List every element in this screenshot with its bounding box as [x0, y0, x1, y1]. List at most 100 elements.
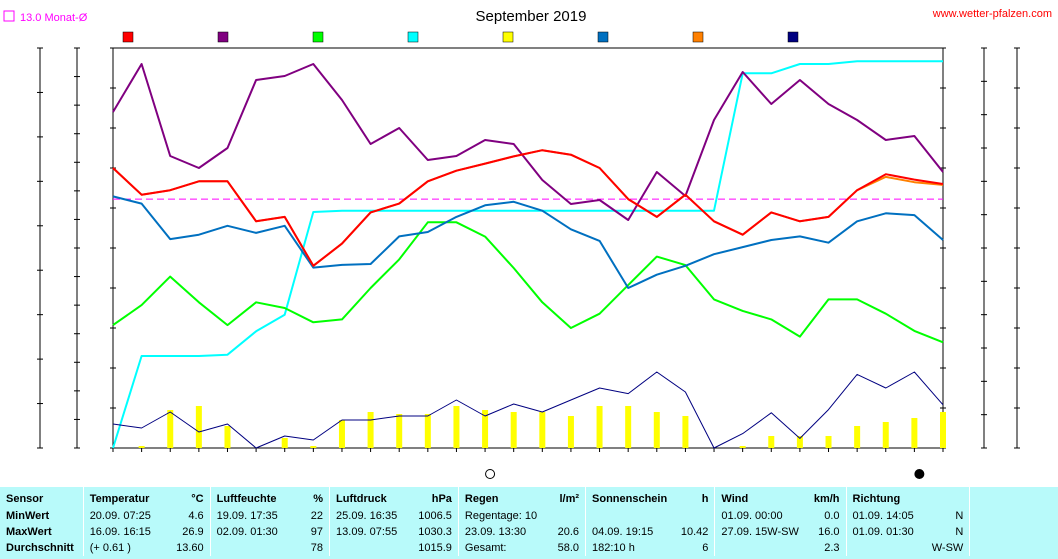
wind-value: 16.0 [818, 526, 840, 538]
legend [122, 31, 799, 43]
plot-frame [112, 47, 944, 449]
stats-spacer [969, 540, 1058, 556]
day-markers [485, 469, 925, 479]
hdr-temp-unit: °C [191, 493, 204, 505]
sun-value: 6 [702, 542, 709, 554]
press-value: 1006.5 [418, 510, 452, 522]
sun-value [673, 508, 715, 524]
stats-spacer [969, 508, 1058, 524]
rain-time: 23.09. 13:30 [457, 524, 548, 540]
new-moon-icon [914, 469, 925, 479]
wind-time: 01.09. 00:00 [714, 508, 805, 524]
stats-spacer [969, 524, 1058, 540]
press-time [329, 540, 410, 556]
series-lines [112, 60, 944, 449]
sun-value: 10.42 [680, 526, 709, 538]
legend-swatch [597, 31, 609, 43]
hdr-rain-unit: l/m² [559, 493, 580, 505]
sunshine-bar [424, 414, 431, 448]
dir-time: 01.09. 14:05 [845, 508, 926, 524]
hdr-wind: Wind [714, 487, 805, 508]
hdr-temp: Temperatur [82, 487, 169, 508]
sunshine-bar [653, 412, 660, 448]
wind-time: 27.09. 15W-SW [714, 524, 805, 540]
statistics-table: Sensor Temperatur °C Luftfeuchte % Luftd… [0, 487, 1058, 556]
sun-time: 04.09. 19:15 [585, 524, 674, 540]
sunshine-bar [482, 410, 489, 448]
hdr-dir: Richtung [845, 487, 926, 508]
sunshine-bar [739, 446, 746, 448]
sun-time [585, 508, 674, 524]
sunshine-bar [453, 406, 460, 448]
series-line-regen [112, 60, 943, 449]
sunshine-bar [281, 438, 288, 448]
temp-time: 16.09. 16:15 [82, 524, 169, 540]
stats-row-max: MaxWert 16.09. 16:15 26.9 02.09. 01:30 9… [0, 524, 1058, 540]
dir-time [845, 540, 926, 556]
press-value: 1030.3 [418, 526, 452, 538]
temp-value: 13.60 [176, 542, 204, 554]
rain-value [547, 508, 585, 524]
temp-value: 26.9 [182, 526, 204, 538]
hum-value: 97 [310, 526, 324, 538]
temp-delta: (+ 0.61 ) [82, 540, 169, 556]
sunshine-bar [625, 406, 632, 448]
series-line-windchill [112, 149, 944, 267]
hdr-press: Luftdruck [329, 487, 410, 508]
legend-swatch [407, 31, 419, 43]
hdr-sun-unit: h [701, 493, 709, 505]
sunshine-bar [310, 446, 317, 448]
wind-time [714, 540, 805, 556]
sunshine-bar [825, 436, 832, 448]
rain-value: 20.6 [557, 526, 580, 538]
stats-spacer [969, 487, 1058, 508]
row-label: MaxWert [6, 526, 52, 538]
dir-time: 01.09. 01:30 [845, 524, 926, 540]
dir-value: N [955, 526, 964, 538]
sunshine-bar [367, 412, 374, 448]
hdr-dir-value [926, 487, 970, 508]
chart-title: September 2019 [476, 8, 587, 25]
sunshine-bar [596, 406, 603, 448]
rain-text: Regentage: 10 [457, 508, 548, 524]
sunshine-bar [682, 416, 689, 448]
weather-chart: September 2019 www.wetter-pfalzen.com 13… [3, 8, 1052, 479]
watermark: www.wetter-pfalzen.com [932, 8, 1052, 20]
temp-value: 4.6 [188, 510, 204, 522]
series-line-taupunkt [112, 195, 944, 289]
hum-value: 78 [310, 542, 324, 554]
sunshine-bar [796, 436, 803, 448]
rain-text: Gesamt: [457, 540, 548, 556]
press-time: 25.09. 16:35 [329, 508, 410, 524]
row-label: Durchschnitt [6, 542, 74, 554]
row-label: MinWert [6, 510, 50, 522]
sun-total: 182:10 h [585, 540, 674, 556]
sunshine-bar [882, 422, 889, 448]
wind-value: 2.3 [824, 542, 840, 554]
legend-swatch [692, 31, 704, 43]
sunshine-bars [138, 406, 946, 448]
statistics-panel: Sensor Temperatur °C Luftfeuchte % Luftd… [0, 487, 1058, 559]
legend-swatch [122, 31, 134, 43]
sunshine-bar [138, 446, 145, 448]
legend-swatch [312, 31, 324, 43]
hdr-hum-unit: % [313, 493, 324, 505]
hdr-sensor: Sensor [6, 493, 44, 505]
sunshine-bar [396, 414, 403, 448]
legend-swatch [217, 31, 229, 43]
dir-value: N [955, 510, 964, 522]
hdr-press-unit: hPa [431, 493, 452, 505]
hdr-rain: Regen [457, 487, 548, 508]
rain-value: 58.0 [557, 542, 580, 554]
press-time: 13.09. 07:55 [329, 524, 410, 540]
sunshine-bar [195, 406, 202, 448]
hum-time: 02.09. 01:30 [209, 524, 301, 540]
stats-header-row: Sensor Temperatur °C Luftfeuchte % Luftd… [0, 487, 1058, 508]
legend-swatch [502, 31, 514, 43]
sunshine-bar [768, 436, 775, 448]
sunshine-bar [338, 420, 345, 448]
full-moon-icon [485, 469, 496, 479]
hum-value: 22 [310, 510, 324, 522]
monthly-avg-icon [3, 10, 15, 22]
sunshine-bar [940, 412, 946, 448]
